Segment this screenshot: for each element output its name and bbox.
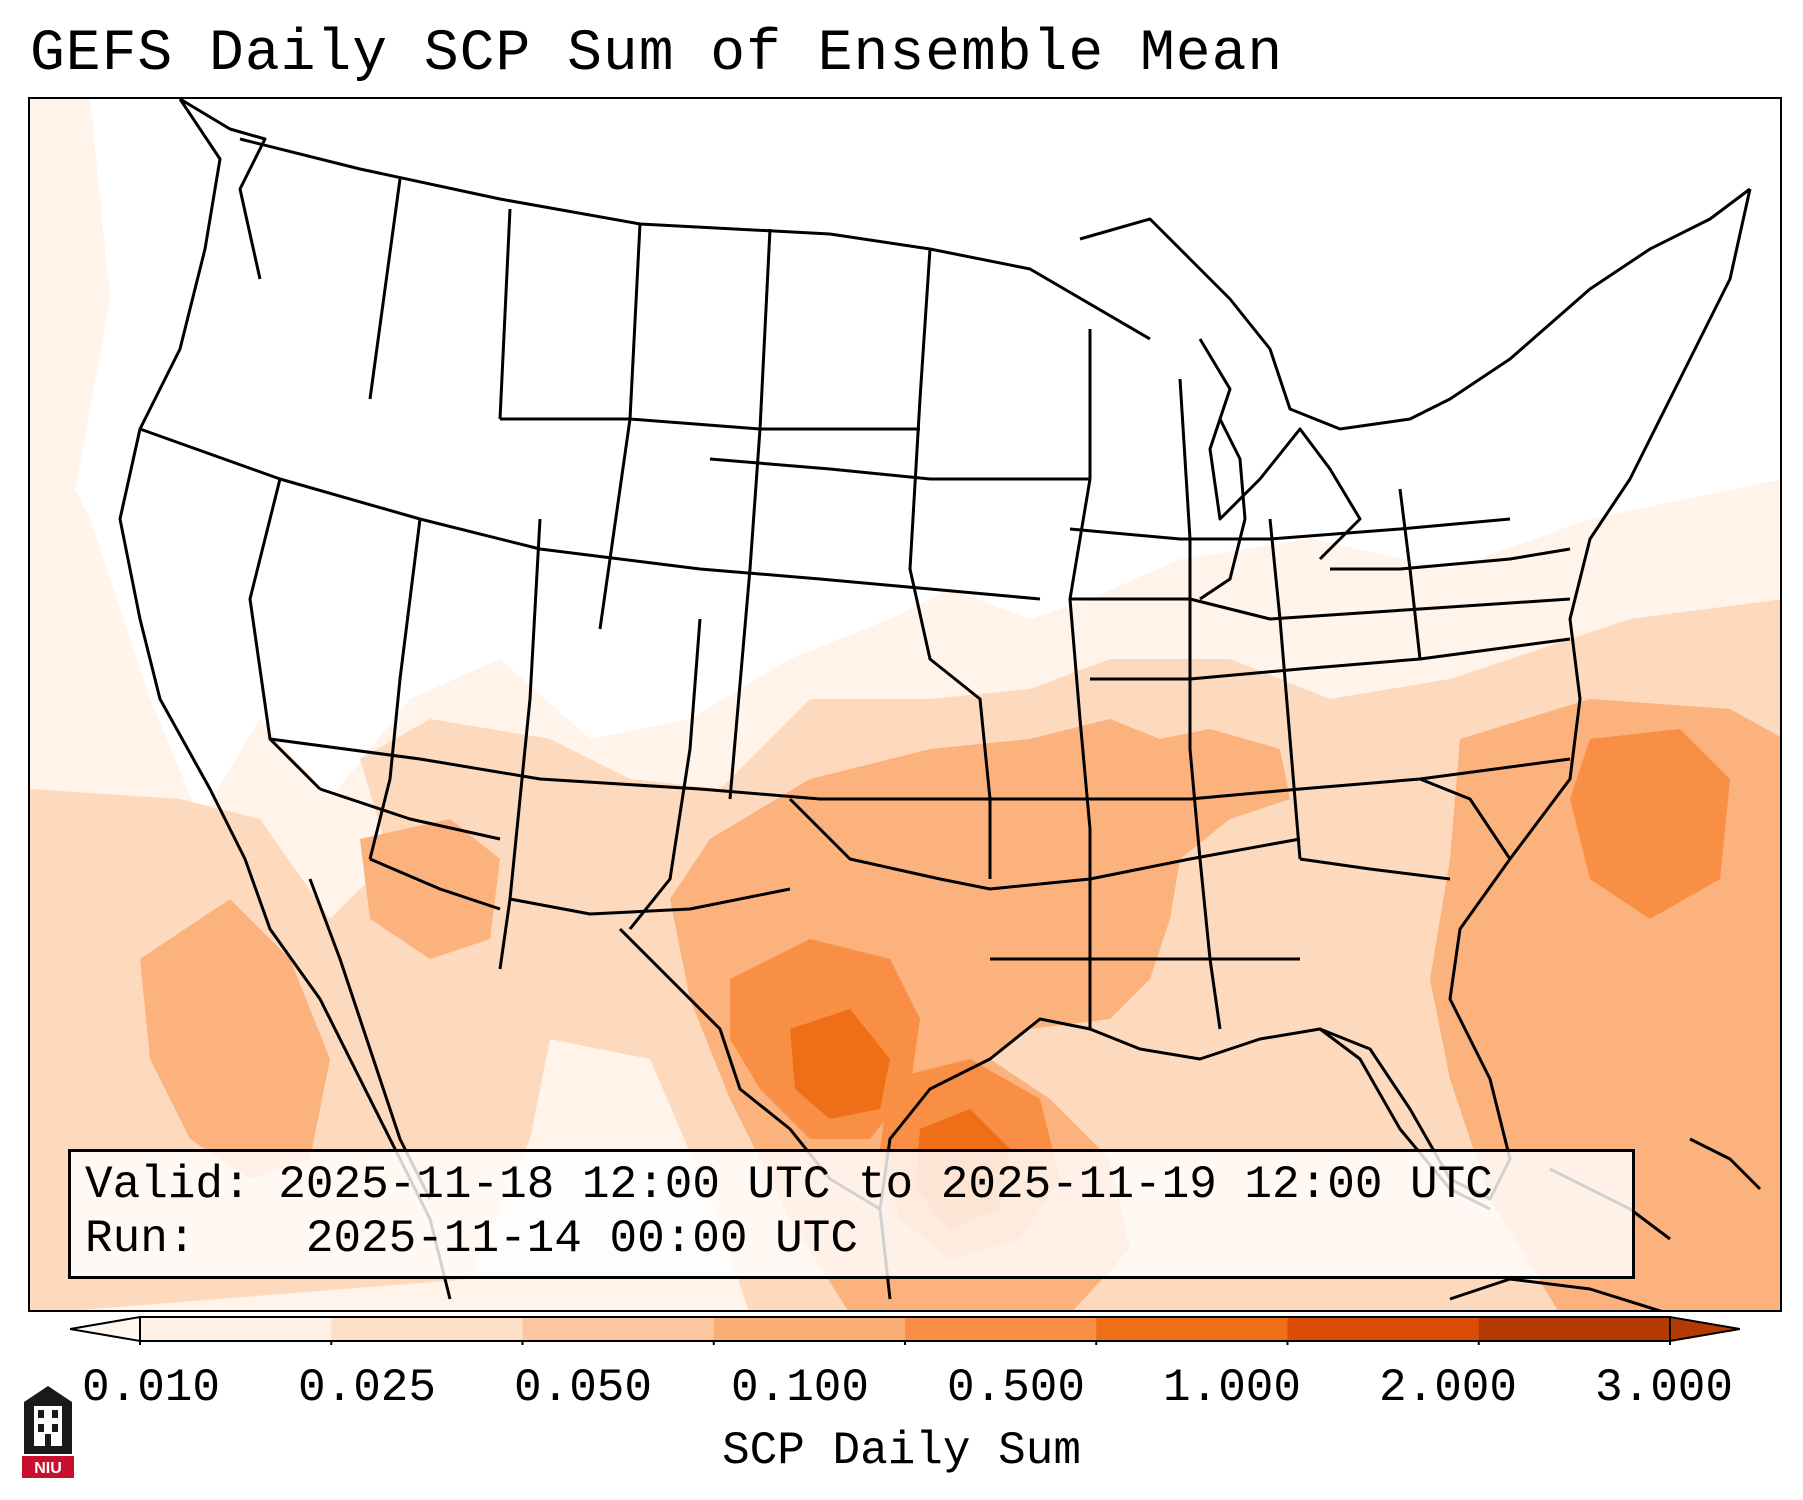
map-title: GEFS Daily SCP Sum of Ensemble Mean	[30, 22, 1284, 87]
svg-text:NIU: NIU	[34, 1460, 62, 1477]
colorbar-tick: 0.050	[513, 1362, 653, 1414]
colorbar-segment	[522, 1317, 715, 1341]
colorbar-tick: 0.025	[297, 1362, 437, 1414]
validity-info-box: Valid: 2025-11-18 12:00 UTC to 2025-11-1…	[68, 1149, 1635, 1279]
niu-logo-icon: NIU	[22, 1386, 74, 1478]
colorbar-tick: 0.100	[730, 1362, 870, 1414]
colorbar-segment	[140, 1317, 332, 1341]
colorbar-segment	[1478, 1317, 1671, 1341]
colorbar-tick: 1.000	[1162, 1362, 1302, 1414]
colorbar-segment	[905, 1317, 1097, 1341]
colorbar-tick-labels: 0.010 0.025 0.050 0.100 0.500 1.000 2.00…	[0, 1362, 1803, 1414]
colorbar-tick: 3.000	[1594, 1362, 1734, 1414]
colorbar-label: SCP Daily Sum	[722, 1425, 1081, 1477]
run-label: Run:	[85, 1213, 196, 1265]
colorbar-segment	[1287, 1317, 1480, 1341]
colorbar-max-extend	[1669, 1315, 1740, 1343]
colorbar-segment	[331, 1317, 523, 1341]
map-canvas	[30, 99, 1780, 1310]
colorbar-tick: 0.010	[81, 1362, 221, 1414]
map-panel: Valid: 2025-11-18 12:00 UTC to 2025-11-1…	[28, 97, 1782, 1312]
run-value: 2025-11-14 00:00 UTC	[305, 1213, 858, 1265]
valid-label: Valid:	[85, 1159, 251, 1211]
colorbar-segment	[713, 1317, 906, 1341]
colorbar-tick: 0.500	[946, 1362, 1086, 1414]
colorbar-tick: 2.000	[1378, 1362, 1518, 1414]
colorbar	[70, 1315, 1740, 1345]
colorbar-segment	[1096, 1317, 1288, 1341]
scp-shading	[30, 99, 1780, 1310]
colorbar-min-extend	[70, 1315, 141, 1343]
valid-value: 2025-11-18 12:00 UTC to 2025-11-19 12:00…	[278, 1159, 1493, 1211]
